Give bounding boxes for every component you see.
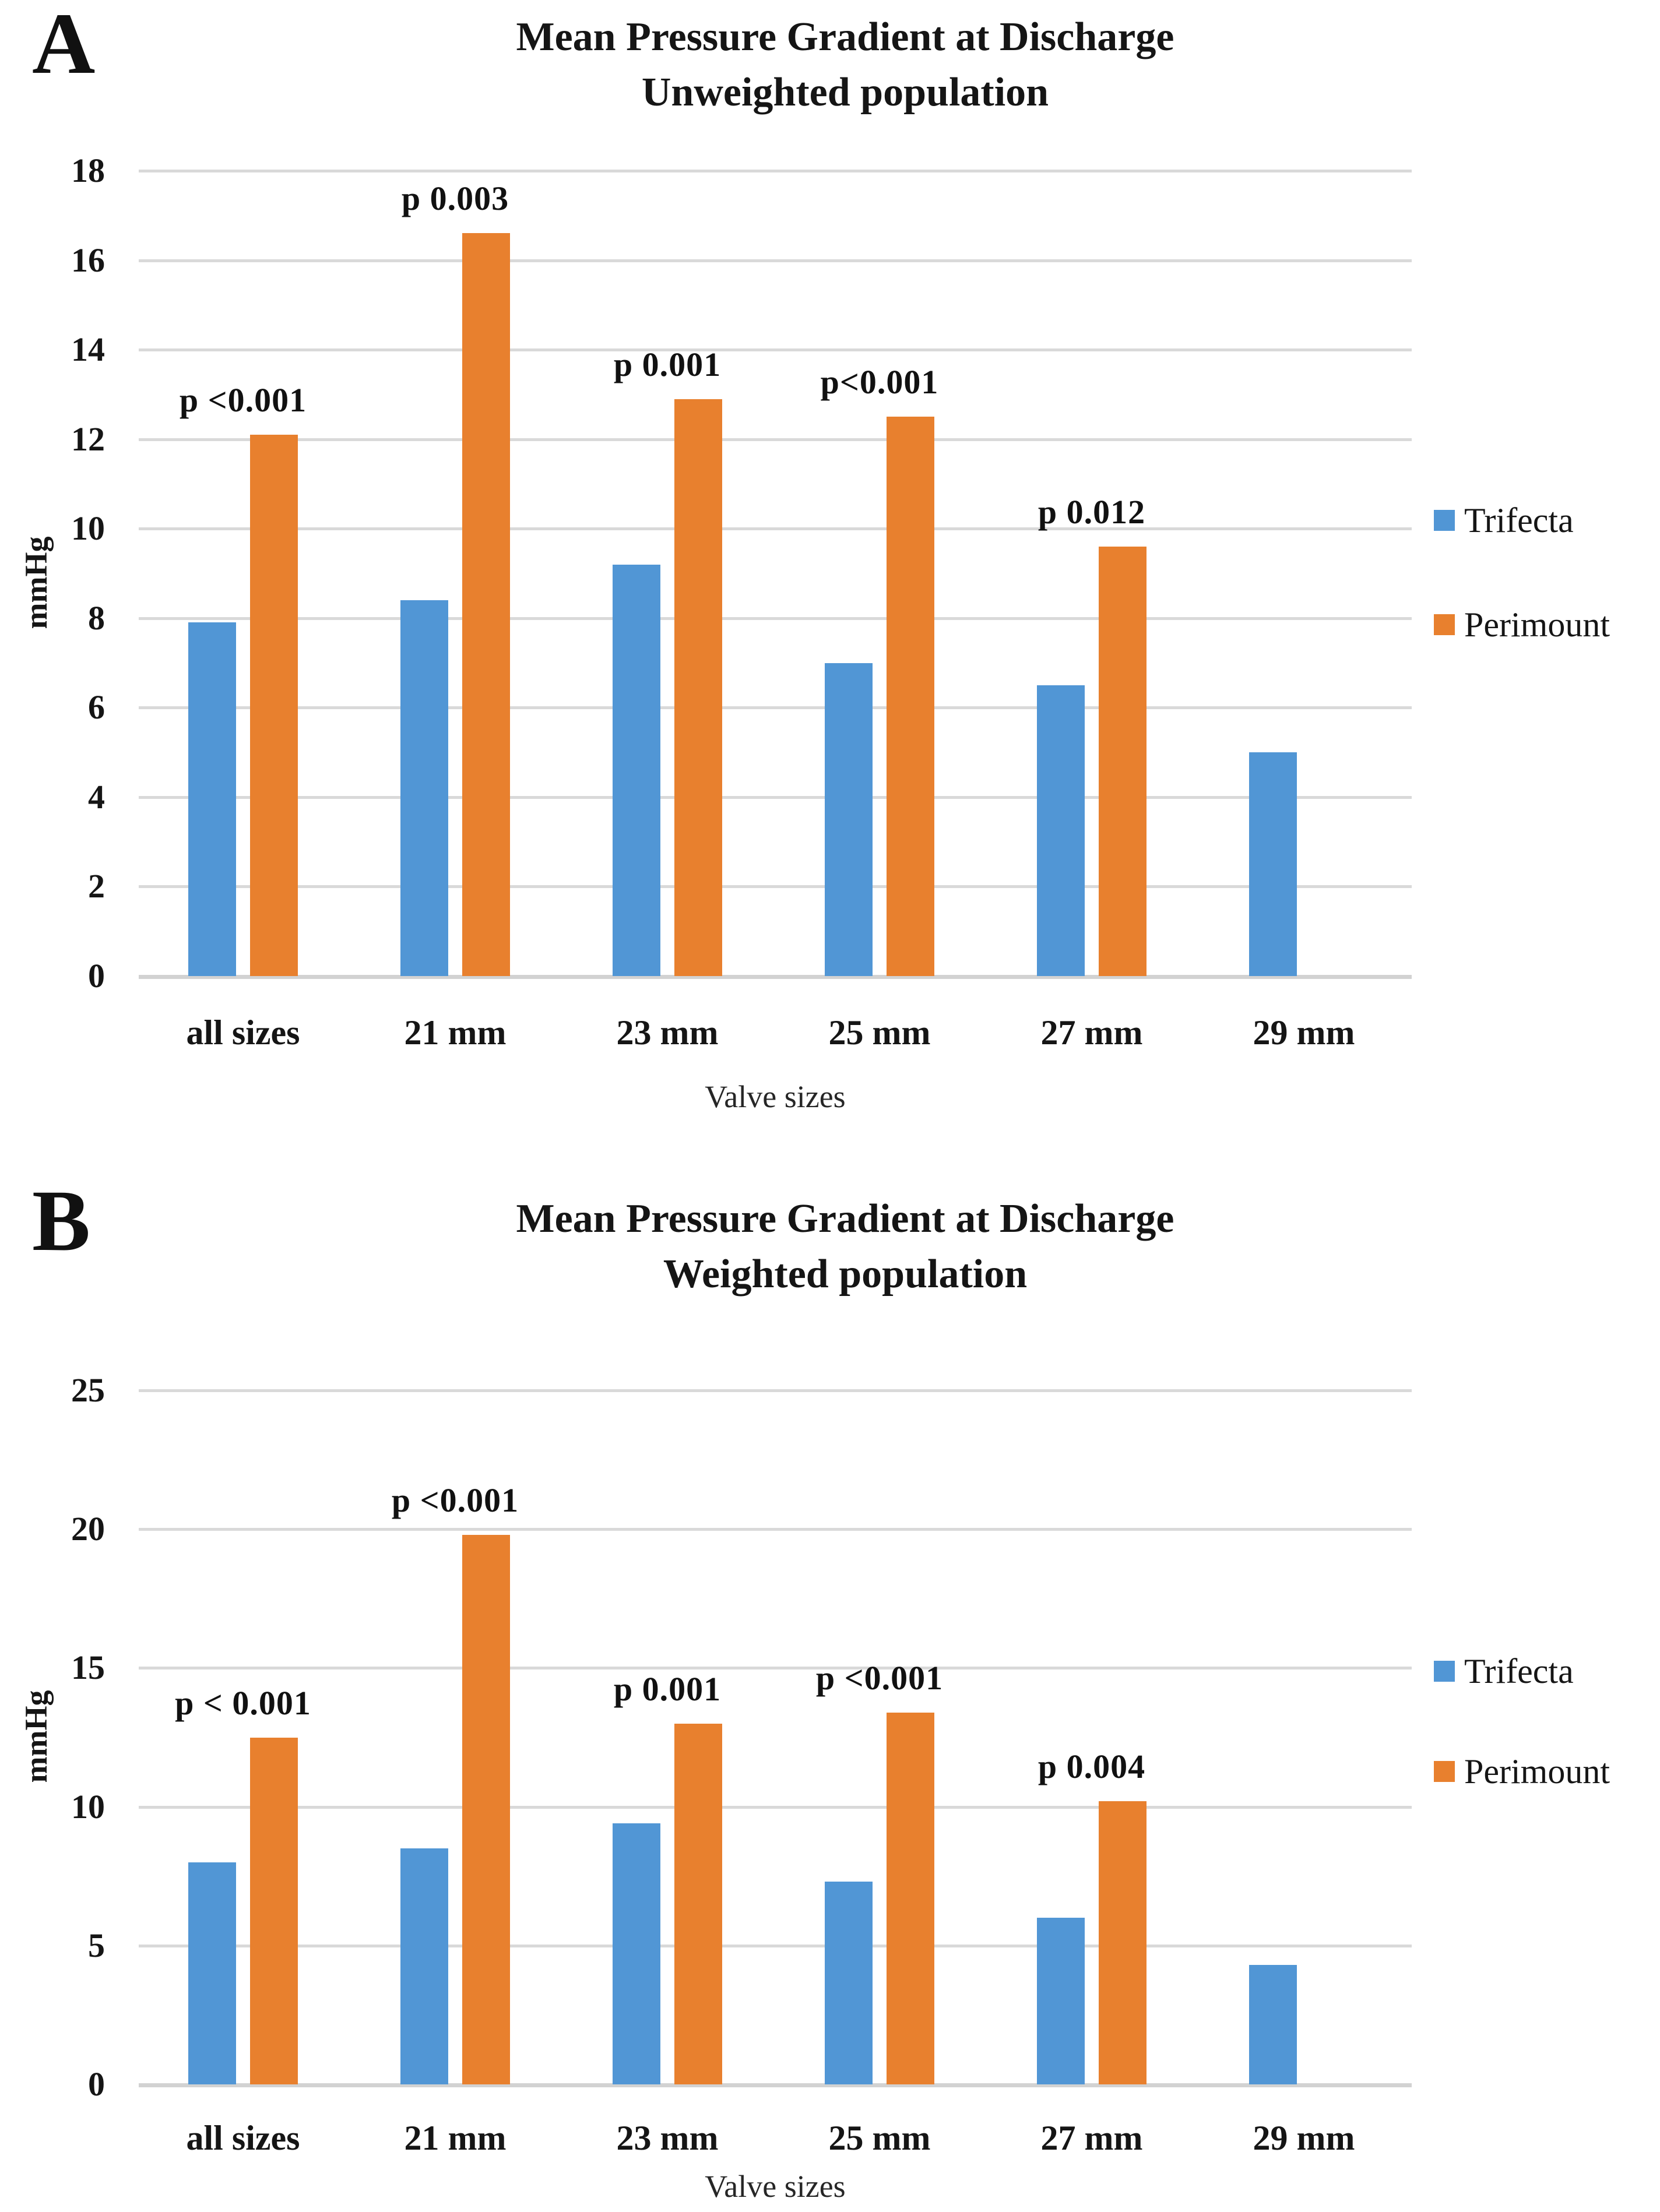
bar-trifecta-all-sizes xyxy=(188,622,236,976)
gridline xyxy=(139,617,1412,620)
p-value-label: p 0.012 xyxy=(1038,492,1146,531)
y-tick-label: 2 xyxy=(88,867,105,906)
p-value-label: p 0.004 xyxy=(1038,1748,1146,1786)
y-tick-label: 12 xyxy=(71,420,105,458)
bar-trifecta-all-sizes xyxy=(188,1862,236,2084)
y-tick-label: 6 xyxy=(88,688,105,727)
bar-perimount-27-mm xyxy=(1099,546,1146,976)
p-value-label: p<0.001 xyxy=(820,363,939,401)
bar-perimount-all-sizes xyxy=(250,434,298,976)
bar-trifecta-23-mm xyxy=(613,564,660,976)
y-tick-label: 5 xyxy=(88,1926,105,1964)
x-category-label: 23 mm xyxy=(616,1013,719,1052)
p-value-label: p < 0.001 xyxy=(175,1683,311,1722)
x-category-label: 25 mm xyxy=(828,1013,931,1052)
y-tick-label: 10 xyxy=(71,1787,105,1826)
y-tick-label: 4 xyxy=(88,777,105,816)
gridline xyxy=(139,259,1412,262)
legend-label-trifecta: Trifecta xyxy=(1464,1652,1574,1690)
gridline xyxy=(139,1805,1412,1809)
bar-perimount-21-mm xyxy=(462,1534,510,2084)
panel-label-a: A xyxy=(32,0,96,92)
gridline xyxy=(139,527,1412,531)
y-tick-label: 15 xyxy=(71,1649,105,1687)
bar-trifecta-29-mm xyxy=(1249,1965,1297,2084)
chart-title-a: Mean Pressure Gradient at Discharge Unwe… xyxy=(204,9,1486,120)
bar-trifecta-27-mm xyxy=(1037,1918,1085,2084)
bar-perimount-27-mm xyxy=(1099,1801,1146,2084)
gridline xyxy=(139,1528,1412,1531)
panel-label-b: B xyxy=(32,1172,91,1269)
bar-trifecta-21-mm xyxy=(400,1848,448,2084)
chart-title-b-line1: Mean Pressure Gradient at Discharge xyxy=(516,1196,1174,1241)
x-axis-title-a: Valve sizes xyxy=(705,1079,846,1114)
p-value-label: p 0.003 xyxy=(401,179,509,218)
x-category-label: 23 mm xyxy=(616,2119,719,2157)
x-category-label: 25 mm xyxy=(828,2119,931,2157)
gridline xyxy=(139,1667,1412,1670)
p-value-label: p <0.001 xyxy=(391,1481,519,1519)
y-tick-label: 0 xyxy=(88,2065,105,2103)
bar-trifecta-27-mm xyxy=(1037,685,1085,976)
legend-swatch-perimount xyxy=(1434,1761,1455,1782)
bar-perimount-all-sizes xyxy=(250,1737,298,2084)
gridline xyxy=(139,795,1412,799)
legend-swatch-trifecta xyxy=(1434,510,1455,531)
x-category-label: all sizes xyxy=(186,2119,300,2157)
legend-label-perimount: Perimount xyxy=(1464,1752,1610,1791)
p-value-label: p <0.001 xyxy=(815,1658,944,1697)
p-value-label: p <0.001 xyxy=(179,381,307,419)
x-category-label: 21 mm xyxy=(404,2119,507,2157)
legend-label-perimount: Perimount xyxy=(1464,605,1610,644)
x-axis-title-b: Valve sizes xyxy=(705,2169,846,2204)
chart-title-b-line2: Weighted population xyxy=(663,1252,1028,1297)
p-value-label: p 0.001 xyxy=(613,1669,722,1708)
y-tick-label: 0 xyxy=(88,957,105,995)
x-category-label: 29 mm xyxy=(1253,2119,1355,2157)
chart-title-b: Mean Pressure Gradient at Discharge Weig… xyxy=(204,1191,1486,1302)
x-category-label: 29 mm xyxy=(1253,1013,1355,1052)
bar-trifecta-25-mm xyxy=(825,663,873,976)
x-category-label: 27 mm xyxy=(1040,1013,1143,1052)
chart-title-a-line2: Unweighted population xyxy=(641,70,1049,115)
x-category-label: 21 mm xyxy=(404,1013,507,1052)
bar-perimount-25-mm xyxy=(887,1712,934,2084)
legend-swatch-perimount xyxy=(1434,614,1455,635)
y-tick-label: 25 xyxy=(71,1371,105,1409)
y-tick-label: 18 xyxy=(71,151,105,189)
gridline xyxy=(139,169,1412,172)
y-tick-label: 14 xyxy=(71,330,105,369)
x-category-label: all sizes xyxy=(186,1013,300,1052)
gridline xyxy=(139,1944,1412,1947)
bar-perimount-23-mm xyxy=(674,399,722,976)
bar-perimount-25-mm xyxy=(887,417,934,976)
gridline xyxy=(139,438,1412,441)
legend-label-trifecta: Trifecta xyxy=(1464,501,1574,540)
gridline xyxy=(139,1389,1412,1392)
gridline xyxy=(139,348,1412,352)
bar-perimount-21-mm xyxy=(462,233,510,976)
y-tick-label: 16 xyxy=(71,241,105,279)
chart-title-a-line1: Mean Pressure Gradient at Discharge xyxy=(516,15,1174,59)
bar-perimount-23-mm xyxy=(674,1723,722,2084)
bar-trifecta-23-mm xyxy=(613,1823,660,2084)
y-tick-label: 20 xyxy=(71,1510,105,1548)
bar-trifecta-29-mm xyxy=(1249,752,1297,976)
gridline xyxy=(139,885,1412,889)
x-category-label: 27 mm xyxy=(1040,2119,1143,2157)
legend-swatch-trifecta xyxy=(1434,1661,1455,1682)
y-tick-label: 10 xyxy=(71,509,105,548)
bar-trifecta-25-mm xyxy=(825,1882,873,2084)
gridline xyxy=(139,2083,1412,2087)
p-value-label: p 0.001 xyxy=(613,345,722,383)
gridline xyxy=(139,706,1412,710)
gridline xyxy=(139,975,1412,979)
y-tick-label: 8 xyxy=(88,598,105,637)
bar-trifecta-21-mm xyxy=(400,600,448,976)
